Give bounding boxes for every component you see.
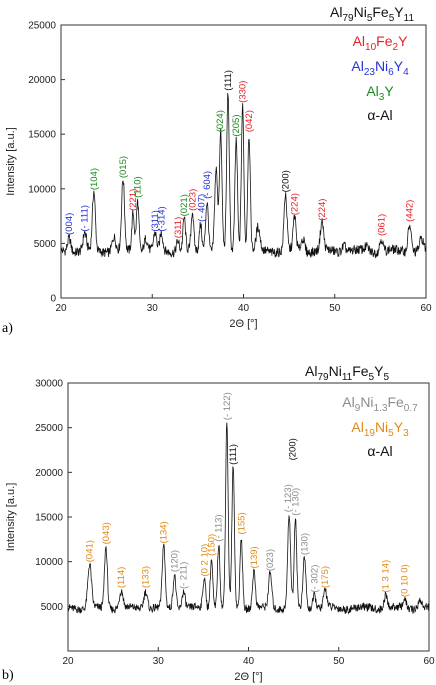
peak-index-label: (- 123)	[283, 484, 294, 512]
peak-index-label: (221)	[128, 189, 139, 211]
peak-index-label: (023)	[187, 189, 198, 211]
x-tick-label: 50	[333, 656, 345, 667]
y-tick-label: 15000	[28, 130, 56, 141]
peak-index-label: (134)	[159, 521, 170, 543]
x-axis-label: 2Θ [°]	[234, 671, 262, 683]
y-tick-label: 20000	[28, 75, 56, 86]
y-tick-label: 20000	[35, 468, 63, 479]
x-tick-label: 20	[55, 303, 67, 314]
peak-index-label: (139)	[249, 546, 260, 568]
panel-label: a)	[2, 321, 13, 336]
xrd-panel-b: 20 30 40 50 60 5000 10000 15000 20000 25000 30000 2…	[2, 363, 435, 683]
peak-index-label: (175)	[320, 566, 331, 588]
y-tick-label: 10000	[35, 557, 63, 568]
y-axis-label: Intensity [a.u.]	[5, 483, 17, 551]
y-axis-label: Intensity [a.u.]	[5, 127, 17, 195]
x-tick-label: 30	[153, 656, 165, 667]
legend-entry: Al9Ni1.3Fe0.7	[342, 394, 418, 414]
peak-index-label: (-314)	[156, 206, 167, 231]
peak-index-label: (442)	[405, 200, 416, 222]
peak-index-label: (110)	[133, 176, 144, 197]
legend-entry: Al3Y	[366, 83, 394, 103]
peak-index-label: (- 302)	[309, 565, 320, 593]
peak-index-label: (- 111)	[80, 205, 91, 232]
peak-index-label: (130)	[299, 533, 310, 555]
peak-index-label: (015)	[118, 156, 129, 178]
legend-entry: α-Al	[367, 443, 392, 459]
peak-index-label: (224)	[290, 193, 301, 215]
peak-index-label: (0 2 10)	[199, 544, 210, 577]
peak-index-label: (024)	[215, 110, 226, 132]
peak-index-label: (1 3 14)	[381, 560, 392, 593]
peak-index-label: (311)	[173, 217, 184, 238]
x-tick-label: 50	[329, 303, 341, 314]
peak-index-label: (111)	[223, 70, 234, 91]
peak-index-label: (- 122)	[222, 392, 233, 420]
peak-index-label: (023)	[265, 549, 276, 571]
peak-index-label: (- 113)	[214, 514, 225, 541]
y-tick-label: 25000	[35, 423, 63, 434]
peak-index-label: (224)	[317, 199, 328, 221]
peak-index-label: (150)	[206, 534, 217, 556]
y-tick-label: 0	[50, 294, 56, 305]
x-tick-label: 20	[62, 656, 74, 667]
peak-index-label: (104)	[89, 168, 100, 190]
peak-index-label: (205)	[231, 114, 242, 136]
peak-index-label: (- 604)	[202, 171, 213, 199]
chart-title: Al79Ni11Fe5Y5	[305, 363, 389, 383]
x-tick-label: 40	[238, 303, 250, 314]
peak-index-label: (041)	[85, 540, 96, 562]
peak-index-label: (200)	[280, 170, 291, 192]
xrd-panel-a: 20 30 40 50 60 0 5000 10000 15000 20000 25000 2Θ [°…	[2, 4, 432, 336]
y-tick-label: 5000	[41, 602, 64, 613]
diffraction-pattern-line	[60, 93, 427, 259]
peak-index-label: (- 130)	[290, 488, 301, 516]
peak-index-label: (- 211)	[179, 562, 190, 589]
peak-index-label: (330)	[238, 81, 249, 103]
legend-entry: Al19Ni5Y3	[351, 419, 409, 439]
peak-index-label: (311)	[150, 210, 161, 231]
peak-index-label: (114)	[116, 567, 127, 588]
legend-entry: α-Al	[367, 107, 392, 123]
x-axis-label: 2Θ [°]	[229, 318, 257, 330]
peak-index-label: (- 407)	[197, 194, 208, 222]
x-tick-label: 60	[423, 656, 435, 667]
peak-index-label: (120)	[169, 550, 180, 572]
peak-index-label: (200)	[288, 438, 299, 460]
x-tick-label: 40	[243, 656, 255, 667]
y-tick-label: 30000	[35, 379, 63, 390]
peak-index-label: (133)	[141, 566, 152, 588]
legend-entry: Al23Ni6Y4	[351, 58, 409, 78]
chart-title: Al79Ni5Fe5Y11	[330, 4, 414, 24]
diffraction-pattern-line	[67, 422, 430, 615]
peak-index-label: (043)	[101, 522, 112, 544]
peak-index-label: (042)	[244, 110, 255, 132]
peak-index-label: (004)	[64, 213, 75, 235]
x-tick-label: 60	[420, 303, 432, 314]
y-tick-label: 25000	[28, 21, 56, 32]
peak-index-label: (155)	[236, 512, 247, 534]
peak-index-label: (061)	[376, 214, 387, 236]
y-tick-label: 5000	[34, 239, 57, 250]
peak-index-label: (0 10 0)	[400, 564, 411, 597]
y-tick-label: 10000	[28, 184, 56, 195]
legend-entry: Al10Fe2Y	[353, 33, 408, 53]
peak-index-label: (021)	[179, 194, 190, 216]
y-tick-label: 15000	[35, 513, 63, 524]
panel-label: b)	[2, 668, 14, 683]
peak-index-label: (111)	[228, 444, 239, 465]
x-tick-label: 30	[147, 303, 159, 314]
